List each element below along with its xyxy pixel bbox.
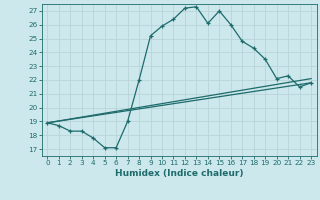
X-axis label: Humidex (Indice chaleur): Humidex (Indice chaleur): [115, 169, 244, 178]
